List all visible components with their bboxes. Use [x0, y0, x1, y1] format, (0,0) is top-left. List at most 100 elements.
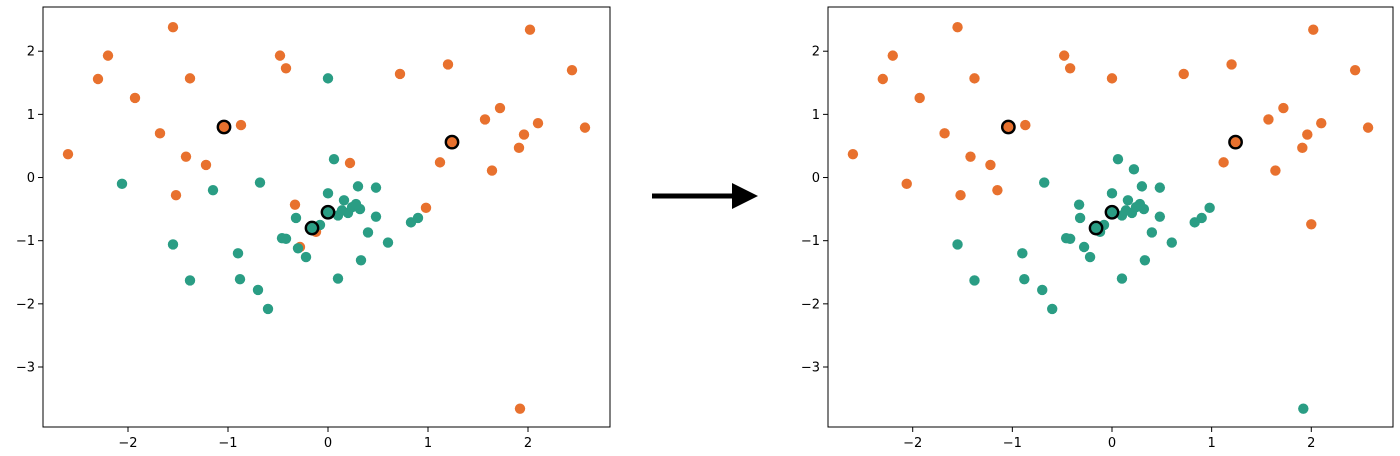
orange-point: [1106, 73, 1118, 84]
orange-point: [92, 73, 104, 85]
plot-frame: [827, 6, 1394, 428]
orange-point: [1064, 63, 1076, 74]
orange-point: [1302, 129, 1313, 140]
orange-point: [566, 64, 578, 76]
teal-point: [184, 275, 196, 286]
orange-point: [1178, 68, 1189, 80]
teal-point: [355, 255, 367, 266]
orange-point: [420, 202, 432, 214]
teal-point: [382, 237, 394, 248]
y-tick-label: −2: [16, 297, 35, 312]
teal-point: [1154, 211, 1166, 222]
teal-point: [234, 274, 246, 285]
y-tick-label: −2: [801, 297, 820, 312]
orange-point: [1020, 119, 1031, 131]
teal-point: [1019, 274, 1030, 285]
orange-point: [394, 68, 406, 80]
teal-point: [292, 243, 304, 254]
teal-point: [254, 177, 266, 188]
teal-point: [1073, 199, 1085, 210]
orange-point: [965, 151, 976, 162]
teal-point: [354, 203, 366, 215]
teal-point: [1084, 251, 1096, 263]
highlighted-point-ring: [216, 119, 232, 135]
left-scatter-panel: −2 −1 0 1 2 −3 −2 −1 0 1 2: [16, 6, 611, 451]
y-tick-label: 1: [27, 108, 35, 123]
orange-point: [1278, 102, 1289, 114]
teal-point: [1138, 203, 1150, 215]
highlighted-point-ring: [1228, 134, 1243, 150]
y-tick-label: 0: [27, 171, 35, 186]
teal-point: [1154, 182, 1166, 193]
orange-point: [1270, 165, 1281, 176]
teal-point: [232, 248, 244, 259]
y-tick-label: 2: [27, 45, 35, 60]
teal-point: [1204, 202, 1215, 214]
orange-point: [579, 122, 591, 133]
orange-point: [955, 190, 966, 201]
orange-point: [1362, 122, 1374, 133]
x-tick-label: 1: [1208, 436, 1216, 451]
orange-point: [887, 50, 898, 61]
highlighted-point-ring: [1104, 204, 1120, 220]
teal-point: [1166, 237, 1177, 248]
highlighted-point-fill: [446, 136, 458, 148]
teal-point: [1037, 284, 1048, 296]
highlighted-point-fill: [306, 222, 318, 234]
highlighted-point-ring: [320, 204, 336, 220]
highlighted-point-fill: [322, 207, 334, 218]
orange-point: [200, 159, 212, 171]
teal-point: [262, 303, 274, 315]
plot-frame: [42, 6, 611, 428]
orange-point: [280, 63, 292, 74]
teal-point: [1146, 227, 1158, 238]
y-tick-label: −3: [801, 361, 820, 376]
orange-point: [289, 199, 301, 210]
orange-point: [1058, 50, 1070, 61]
orange-point: [479, 114, 491, 125]
teal-point: [332, 273, 344, 284]
y-tick-label: 1: [812, 108, 820, 123]
teal-point: [328, 154, 340, 165]
x-tick-label: 2: [1307, 436, 1315, 451]
teal-point: [1078, 241, 1090, 253]
highlighted-point-fill: [218, 121, 230, 133]
orange-point: [513, 142, 525, 154]
teal-point: [1128, 164, 1140, 175]
teal-point: [116, 178, 128, 190]
y-tick-label: −1: [16, 234, 35, 249]
teal-point: [1017, 248, 1028, 259]
orange-point: [985, 159, 996, 171]
x-tick-label: −1: [1003, 436, 1022, 451]
highlighted-point-ring: [1000, 119, 1016, 135]
teal-point: [252, 284, 264, 296]
orange-point: [102, 50, 114, 61]
orange-point: [847, 148, 859, 160]
right-scatter-panel: −2 −1 0 1 2 −3 −2 −1 0 1 2: [801, 6, 1394, 451]
teal-point: [370, 211, 382, 222]
y-tick-label: −3: [16, 361, 35, 376]
orange-point: [524, 24, 536, 35]
highlighted-point-fill: [1230, 136, 1241, 148]
teal-point: [280, 233, 292, 244]
teal-point: [1047, 303, 1058, 315]
teal-point: [322, 73, 334, 84]
teal-point: [322, 188, 334, 199]
teal-point: [207, 184, 219, 196]
highlighted-point-fill: [1003, 121, 1014, 133]
orange-point: [184, 73, 196, 84]
teal-point: [352, 181, 364, 192]
orange-point: [62, 148, 74, 160]
orange-point: [180, 151, 192, 162]
orange-point: [442, 59, 454, 70]
orange-point: [992, 184, 1003, 196]
orange-point: [1349, 64, 1361, 76]
orange-point: [1306, 219, 1317, 230]
orange-point: [901, 178, 912, 190]
teal-point: [1139, 255, 1151, 266]
orange-point: [1297, 142, 1308, 154]
teal-point: [1106, 188, 1118, 199]
teal-point: [1122, 195, 1134, 206]
teal-point: [1298, 403, 1309, 414]
